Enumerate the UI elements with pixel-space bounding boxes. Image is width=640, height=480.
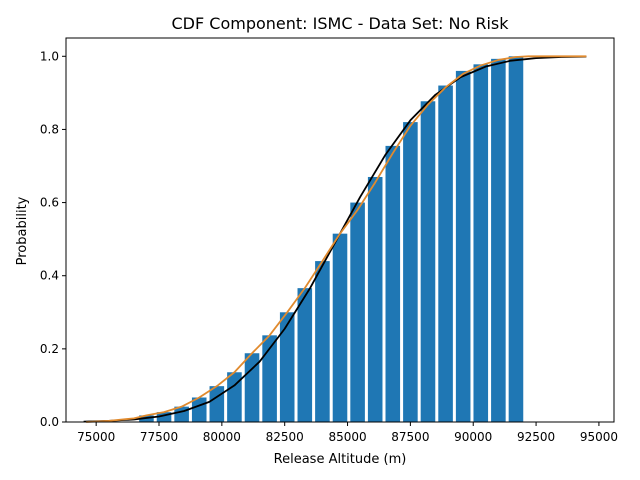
x-axis-ticks: 75000 77500 80000 82500 85000 87500 90000 92500… — [77, 422, 618, 444]
cdf-empirical-line-orange — [86, 55, 587, 423]
x-tick-label: 82500 — [266, 430, 304, 444]
bar — [455, 70, 471, 422]
bar — [367, 176, 383, 422]
y-tick-label: 0.0 — [40, 415, 59, 429]
bar — [438, 85, 453, 422]
x-tick-label: 75000 — [77, 430, 115, 444]
x-tick-label: 80000 — [203, 430, 241, 444]
x-tick-label: 87500 — [391, 430, 429, 444]
bar — [227, 372, 242, 422]
x-tick-label: 77500 — [140, 430, 178, 444]
bar — [297, 288, 313, 422]
lines-group — [83, 55, 587, 423]
x-tick-label: 95000 — [580, 430, 618, 444]
y-tick-label: 0.6 — [40, 196, 59, 210]
bar — [473, 64, 489, 422]
bar — [262, 335, 277, 422]
y-tick-label: 0.8 — [40, 122, 59, 136]
y-tick-label: 1.0 — [40, 49, 59, 63]
bar — [350, 202, 365, 422]
bar — [420, 101, 436, 423]
bar — [491, 58, 506, 422]
plot-frame — [65, 37, 615, 423]
bar — [315, 261, 330, 422]
x-tick-label: 85000 — [328, 430, 366, 444]
bar — [156, 412, 172, 422]
bar — [385, 145, 401, 422]
bar — [209, 386, 225, 422]
bar — [191, 397, 207, 422]
y-tick-label: 0.4 — [40, 269, 59, 283]
y-axis-label: Probability — [15, 196, 30, 265]
y-axis-ticks: 0.0 0.2 0.4 0.6 0.8 1.0 — [40, 49, 66, 429]
bar — [508, 56, 524, 422]
bar — [279, 312, 295, 422]
bar — [403, 122, 418, 423]
bar — [244, 353, 260, 422]
x-axis-label: Release Altitude (m) — [274, 452, 407, 467]
x-tick-label: 90000 — [454, 430, 492, 444]
chart-title: CDF Component: ISMC - Data Set: No Risk — [172, 14, 510, 33]
y-tick-label: 0.2 — [40, 342, 59, 356]
bars-group — [139, 56, 524, 423]
x-tick-label: 92500 — [517, 430, 555, 444]
bar — [332, 233, 348, 422]
